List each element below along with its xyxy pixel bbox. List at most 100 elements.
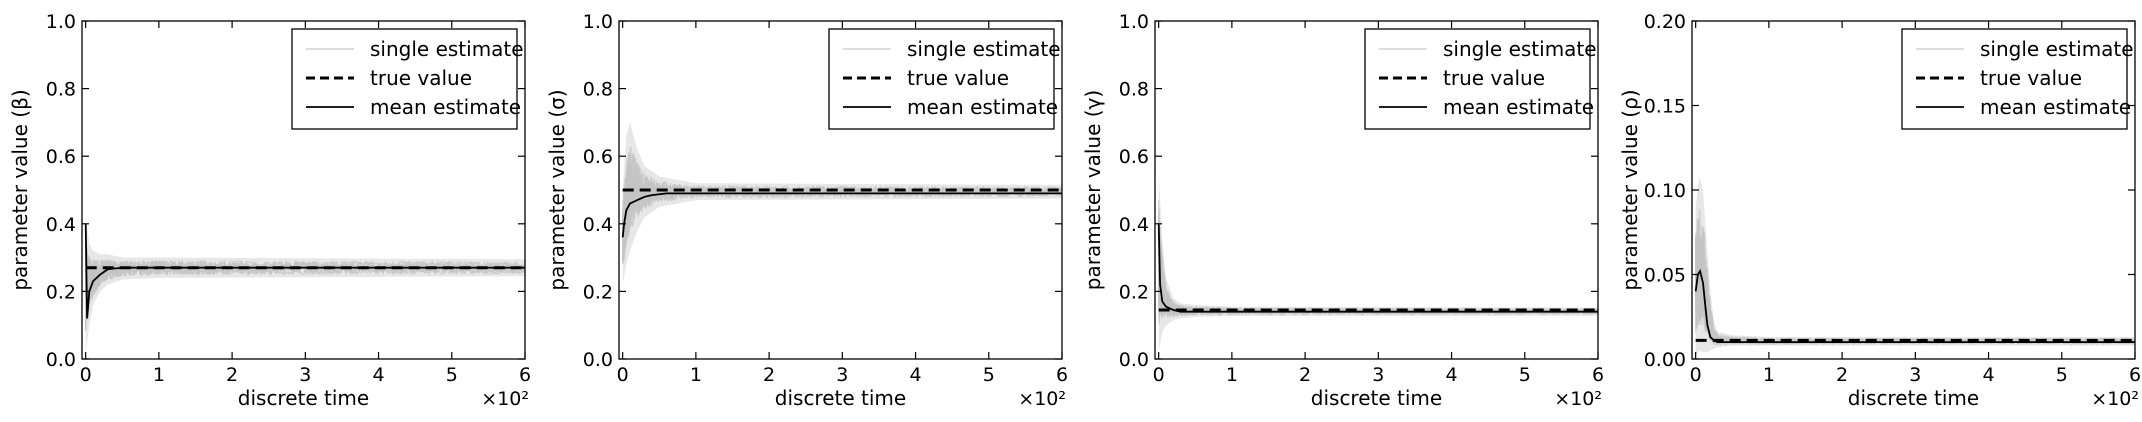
single-estimate-line <box>1158 236 1598 318</box>
x-tick-label: 3 <box>1372 364 1384 386</box>
chart-panel-2: 0 1 2 3 4 5 6 0.0 0.2 0.4 0.6 0.8 1.0 discrete time ×1… <box>545 11 1068 410</box>
x-axis-label: discrete time <box>775 386 906 410</box>
single-estimate-line <box>1695 228 2135 346</box>
y-tick-label: 0.4 <box>46 214 76 236</box>
x-tick-label: 2 <box>763 364 775 386</box>
y-axis-label: parameter value (β) <box>8 89 32 290</box>
single-estimate-line <box>622 157 1062 261</box>
single-estimate-line <box>622 159 1062 249</box>
y-tick-label: 0.4 <box>1119 214 1149 236</box>
x-tick-label: 0 <box>1690 364 1702 386</box>
single-estimate-band <box>1695 176 2135 356</box>
plot-area <box>1694 176 2135 356</box>
single-estimate-line <box>85 250 525 331</box>
single-estimate-line <box>1695 209 2135 346</box>
y-tick-label: 0.2 <box>46 281 76 303</box>
single-estimate-line <box>85 243 525 330</box>
legend-entry-label: mean estimate <box>907 95 1058 119</box>
x-tick-label: 0 <box>617 364 629 386</box>
legend-entry-label: mean estimate <box>1443 95 1594 119</box>
x-tick-label: 3 <box>836 364 848 386</box>
x-tick-label: 1 <box>153 364 165 386</box>
x-tick-label: 5 <box>1519 364 1531 386</box>
legend-entry-label: mean estimate <box>370 95 521 119</box>
y-tick-label: 0.0 <box>46 349 76 371</box>
mean-estimate-line <box>1157 223 1598 313</box>
x-tick-label: 3 <box>1909 364 1921 386</box>
single-estimate-line <box>1158 200 1598 319</box>
x-multiplier-label: ×10² <box>1554 388 1602 410</box>
y-tick-label: 0.0 <box>583 349 613 371</box>
y-tick-label: 1.0 <box>46 11 76 33</box>
single-estimate-line <box>622 161 1062 265</box>
y-tick-label: 0.10 <box>1644 180 1686 202</box>
legend-entry-label: single estimate <box>370 37 524 61</box>
plot-area <box>621 122 1062 285</box>
plot-area <box>84 217 525 353</box>
single-estimate-line <box>622 154 1062 262</box>
single-estimate-line <box>1695 218 2135 346</box>
single-estimate-line <box>1695 231 2135 347</box>
legend-entry-label: single estimate <box>907 37 1061 61</box>
x-tick-label: 4 <box>1983 364 1995 386</box>
single-estimate-line <box>1158 206 1598 319</box>
x-axis-label: discrete time <box>1311 386 1442 410</box>
single-estimate-line <box>1695 218 2135 346</box>
single-estimate-line <box>1695 224 2135 346</box>
single-estimate-line <box>622 146 1062 256</box>
legend-entry-label: true value <box>1980 66 2082 90</box>
single-estimate-line <box>85 245 525 325</box>
x-tick-label: 6 <box>519 364 531 386</box>
legend: single estimate true value mean estimate <box>1901 28 2134 130</box>
y-tick-label: 0.15 <box>1644 96 1686 118</box>
legend-box <box>1364 28 1591 130</box>
y-axis-label: parameter value (ρ) <box>1618 89 1642 290</box>
x-tick-label: 2 <box>1299 364 1311 386</box>
chart-panel-4: 0 1 2 3 4 5 6 0.00 0.05 0.10 0.15 0.20 discrete time… <box>1618 11 2141 410</box>
y-tick-label: 0.8 <box>1119 79 1149 101</box>
x-tick-label: 5 <box>446 364 458 386</box>
chart-panel-3: 0 1 2 3 4 5 6 0.0 0.2 0.4 0.6 0.8 1.0 discrete time ×1… <box>1081 11 1604 410</box>
legend-entry-label: true value <box>1443 66 1545 90</box>
x-tick-label: 0 <box>80 364 92 386</box>
x-tick-label: 0 <box>1153 364 1165 386</box>
single-estimate-line <box>622 151 1062 262</box>
x-tick-label: 6 <box>2129 364 2141 386</box>
single-estimate-line <box>622 164 1062 251</box>
legend: single estimate true value mean estimate <box>1364 28 1597 130</box>
y-tick-label: 0.6 <box>583 146 613 168</box>
x-multiplier-label: ×10² <box>1018 388 1066 410</box>
y-tick-label: 0.20 <box>1644 11 1686 33</box>
single-estimate-band <box>85 217 525 353</box>
y-tick-label: 0.0 <box>1119 349 1149 371</box>
chart-panel-1: 0 1 2 3 4 5 6 0.0 0.2 0.4 0.6 0.8 1.0 discrete time ×1… <box>8 11 531 410</box>
single-estimate-line <box>1158 217 1598 321</box>
x-tick-label: 1 <box>690 364 702 386</box>
legend-box <box>291 28 518 130</box>
x-multiplier-label: ×10² <box>2091 388 2139 410</box>
single-estimate-line <box>1695 228 2135 346</box>
single-estimate-line <box>622 153 1062 257</box>
x-tick-label: 1 <box>1763 364 1775 386</box>
single-estimate-line <box>622 161 1062 264</box>
legend-entry-label: mean estimate <box>1980 95 2131 119</box>
x-tick-label: 6 <box>1592 364 1604 386</box>
single-estimate-band <box>622 122 1062 285</box>
x-axis-label: discrete time <box>238 386 369 410</box>
y-tick-label: 0.2 <box>583 281 613 303</box>
single-estimate-line <box>1158 227 1598 317</box>
x-multiplier-label: ×10² <box>481 388 529 410</box>
single-estimate-line <box>85 244 525 321</box>
axes-frame <box>618 20 1063 360</box>
single-estimate-line <box>1695 224 2135 346</box>
y-tick-label: 0.2 <box>1119 281 1149 303</box>
y-tick-label: 1.0 <box>583 11 613 33</box>
x-tick-label: 1 <box>1226 364 1238 386</box>
mean-estimate-line <box>1694 268 2135 343</box>
x-tick-label: 2 <box>226 364 238 386</box>
single-estimate-line <box>1158 232 1598 318</box>
single-estimate-line <box>622 161 1062 261</box>
y-tick-label: 1.0 <box>1119 11 1149 33</box>
legend-box <box>1901 28 2128 130</box>
y-axis-label: parameter value (σ) <box>545 89 569 290</box>
